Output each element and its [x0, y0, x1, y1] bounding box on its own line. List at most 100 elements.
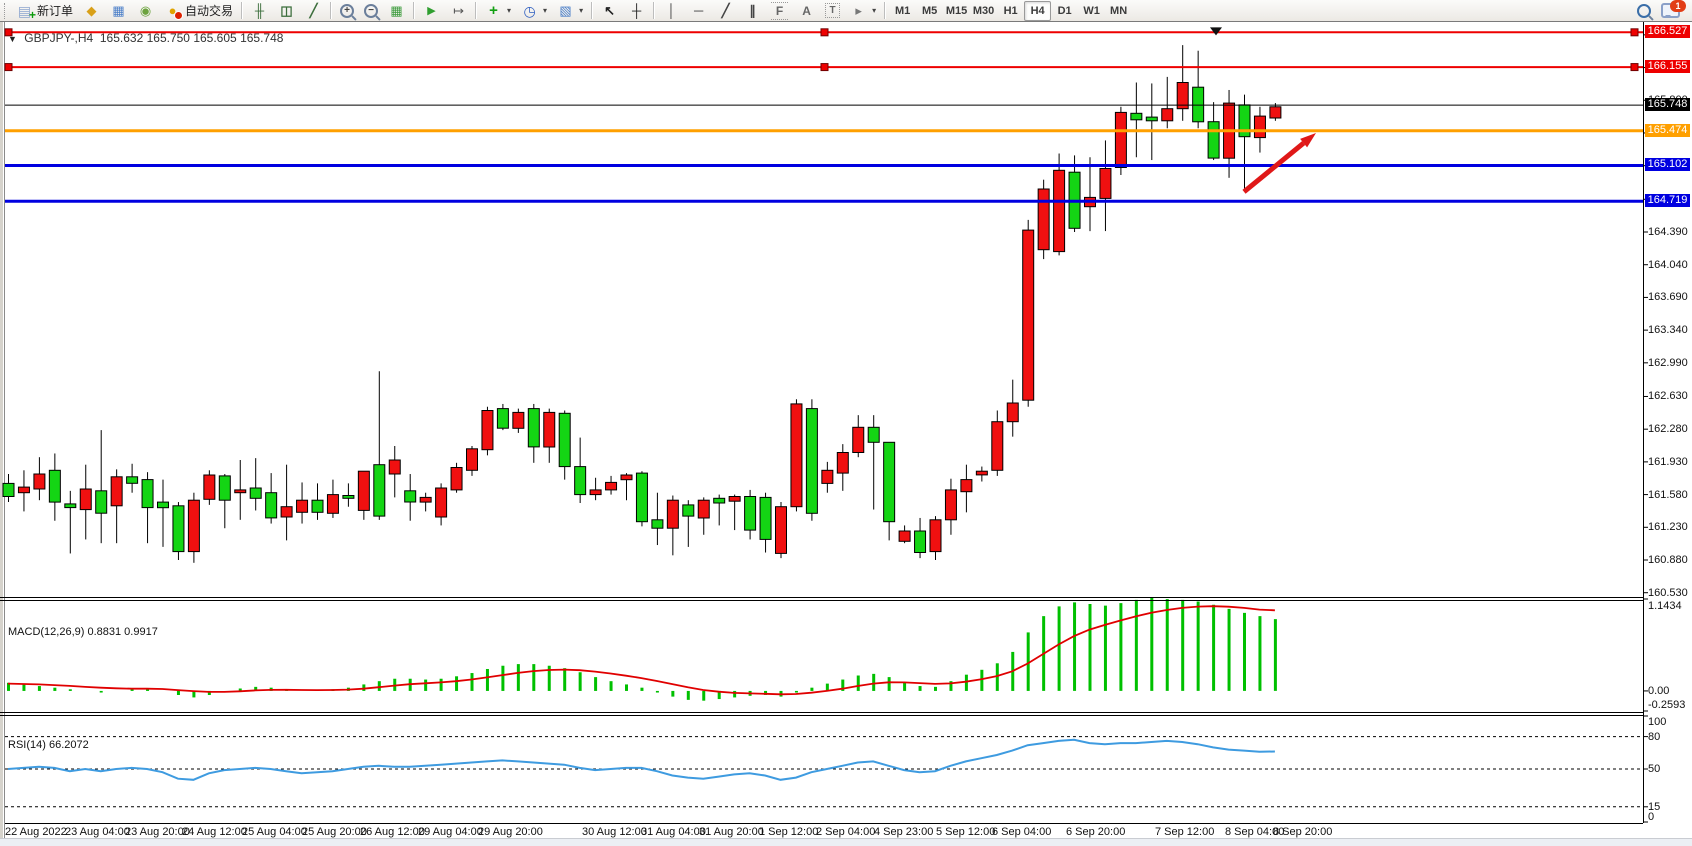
timeframe-m30[interactable]: M30: [972, 4, 995, 17]
symbol-period-label: GBPJPY-,H4: [24, 31, 94, 45]
price-line-badge[interactable]: 164.719: [1645, 194, 1690, 207]
candle-body: [836, 452, 849, 474]
timeframe-h4[interactable]: H4: [1024, 0, 1052, 21]
vertical-line-button[interactable]: │: [658, 0, 685, 22]
candle-body: [805, 408, 818, 514]
candle-body: [95, 490, 108, 514]
timeframe-m5[interactable]: M5: [921, 4, 938, 17]
timeframe-w1[interactable]: W1: [1083, 4, 1100, 17]
tile-windows-button[interactable]: ▦: [383, 0, 410, 22]
candle-body: [466, 448, 478, 471]
price-axis-label: 162.280: [1648, 423, 1688, 435]
indicators-button[interactable]: + ▾: [480, 0, 516, 22]
macd-axis-label: 1.1434: [1648, 600, 1682, 612]
quotes-button[interactable]: ◆: [78, 0, 105, 22]
candle-body: [1253, 115, 1266, 139]
chevron-down-icon: ▾: [872, 6, 877, 15]
chart-window: ▼ GBPJPY-,H4 165.632 165.750 165.605 165…: [0, 22, 1692, 846]
price-line-badge[interactable]: 165.474: [1645, 124, 1690, 137]
zoom-out-button[interactable]: −: [359, 0, 383, 22]
candle-body: [326, 494, 339, 514]
chevron-down-icon: ▾: [579, 6, 584, 15]
rsi-axis-label: 100: [1648, 716, 1667, 728]
line-handle[interactable]: [4, 63, 13, 72]
signals-icon: ◉: [139, 2, 152, 18]
timeframe-m1[interactable]: M1: [894, 4, 911, 17]
line-chart-button[interactable]: ╱: [300, 0, 327, 22]
candle-body: [991, 421, 1004, 471]
market-watch-button[interactable]: ▦: [105, 0, 132, 22]
price-line-badge[interactable]: 166.527: [1645, 25, 1690, 38]
cursor-button[interactable]: ↖: [596, 0, 623, 22]
chevron-down-icon: ▾: [507, 6, 512, 15]
time-axis-label: 4 Sep 23:00: [874, 826, 934, 838]
crosshair-button[interactable]: ┼: [623, 0, 650, 22]
candle-body: [1192, 86, 1205, 123]
text-label-button[interactable]: T: [820, 0, 845, 22]
candle-body: [249, 487, 262, 499]
line-handle[interactable]: [1630, 63, 1639, 72]
time-axis-label: 6 Sep 04:00: [992, 826, 1052, 838]
trend-arrow-annotation[interactable]: [1242, 132, 1316, 194]
candle-body: [574, 466, 587, 496]
timeframe-d1[interactable]: D1: [1057, 4, 1072, 17]
line-handle[interactable]: [820, 63, 829, 72]
timeframe-h1[interactable]: H1: [1003, 4, 1018, 17]
candlestick-chart-button[interactable]: ◫: [273, 0, 300, 22]
new-order-button[interactable]: ▤新订单: [11, 0, 78, 23]
candle-body: [1176, 82, 1189, 110]
candle-body: [527, 408, 540, 448]
rsi-axis-label: 15: [1648, 801, 1661, 813]
candle-body: [1053, 169, 1066, 253]
candle-body: [975, 470, 988, 476]
bar-chart-button[interactable]: ╫: [246, 0, 273, 22]
price-axis-label: 160.880: [1648, 554, 1688, 566]
zoom-in-icon: +: [340, 3, 355, 18]
signals-button[interactable]: ◉: [132, 0, 159, 22]
toolbar-right: 1: [1637, 0, 1690, 18]
candle-body: [172, 505, 185, 553]
chart-shift-button[interactable]: ↦: [445, 0, 472, 22]
price-line-badge[interactable]: 165.748: [1645, 98, 1690, 111]
line-handle[interactable]: [4, 28, 13, 37]
text-label-icon: T: [825, 3, 841, 18]
autotrade-button[interactable]: ● 自动交易: [159, 0, 238, 22]
text-icon: A: [802, 3, 811, 18]
time-axis-label: 8 Sep 20:00: [1273, 826, 1333, 838]
auto-scroll-button[interactable]: ▶: [418, 0, 445, 22]
candle-body: [203, 474, 216, 500]
candle-body: [821, 469, 834, 484]
macd-histogram: [7, 598, 1277, 701]
text-button[interactable]: A: [793, 0, 820, 22]
periods-button[interactable]: ◷ ▾: [516, 0, 552, 22]
candle-body: [450, 467, 463, 491]
arrows-button[interactable]: ▸ ▾: [845, 0, 881, 22]
candle-body: [852, 426, 865, 453]
line-handle[interactable]: [1630, 28, 1639, 37]
notifications-icon[interactable]: 1: [1661, 0, 1686, 18]
timeframe-m15[interactable]: M15: [945, 4, 968, 17]
time-axis-label: 26 Aug 12:00: [360, 826, 425, 838]
candle-body: [713, 497, 726, 504]
fibonacci-button[interactable]: F: [766, 0, 793, 22]
zoom-in-button[interactable]: +: [335, 0, 359, 22]
price-line-badge[interactable]: 166.155: [1645, 60, 1690, 73]
time-axis-label: 31 Aug 04:00: [641, 826, 706, 838]
candle-body: [2, 482, 15, 497]
trendline-button[interactable]: ╱: [712, 0, 739, 22]
candle-body: [157, 501, 169, 509]
time-axis-label: 23 Aug 04:00: [65, 826, 130, 838]
line-handle[interactable]: [820, 28, 829, 37]
price-line-badge[interactable]: 165.102: [1645, 158, 1690, 171]
toolbar: ▤新订单◆▦◉●自动交易╫◫╱+−▦▶↦+▾◷▾▧▾↖┼│─╱∥FAT▸▾M1M…: [0, 0, 1692, 23]
rsi-line: [7, 738, 1275, 781]
timeframe-mn[interactable]: MN: [1110, 4, 1128, 17]
ohlc-low: 165.605: [193, 31, 237, 45]
templates-button[interactable]: ▧ ▾: [552, 0, 588, 22]
equidistant-channel-button[interactable]: ∥: [739, 0, 766, 22]
time-axis-label: 25 Aug 20:00: [302, 826, 367, 838]
search-icon[interactable]: [1637, 3, 1651, 18]
horizontal-line-button[interactable]: ─: [685, 0, 712, 22]
arrows-icon: ▸: [855, 2, 862, 18]
